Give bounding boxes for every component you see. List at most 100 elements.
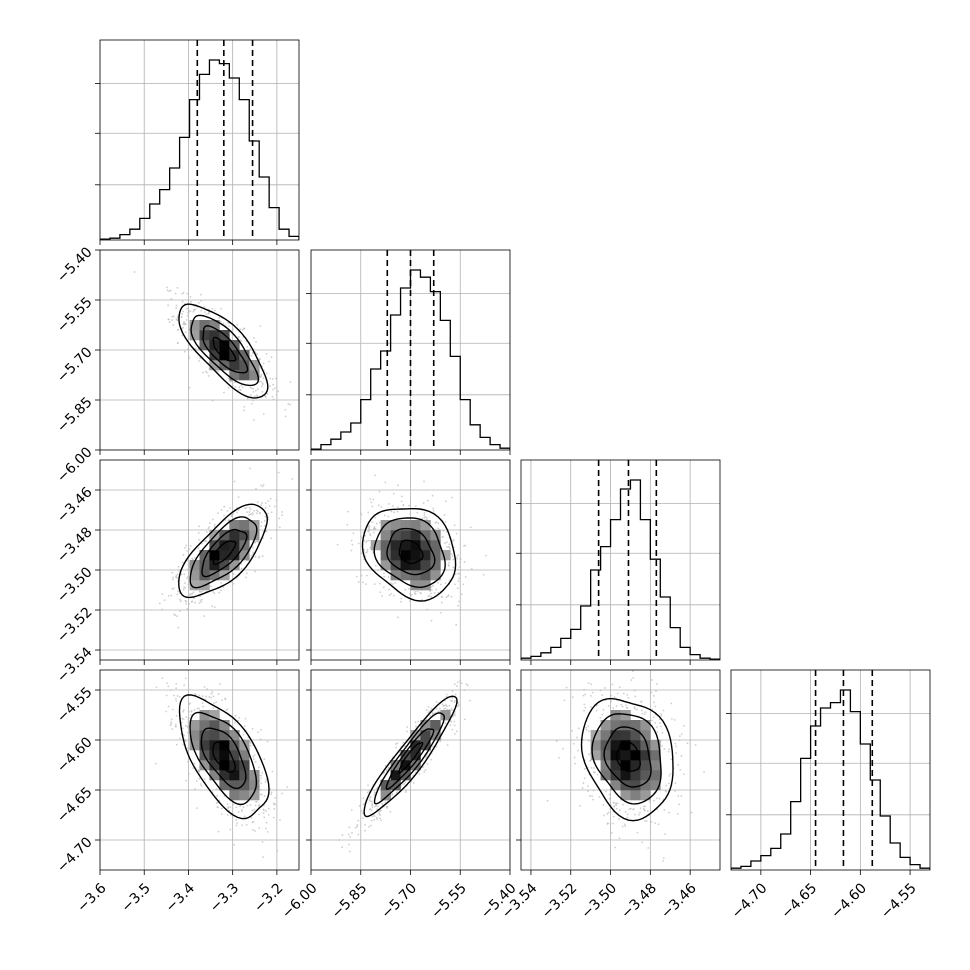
sample-point bbox=[181, 561, 184, 564]
sample-point bbox=[359, 536, 362, 539]
sample-point bbox=[369, 824, 372, 827]
sample-point bbox=[249, 744, 252, 747]
contour-line bbox=[591, 713, 662, 805]
sample-point bbox=[485, 554, 487, 557]
density-cell bbox=[380, 540, 391, 551]
panel-content bbox=[100, 460, 299, 660]
sample-point bbox=[439, 740, 442, 743]
panel-frame bbox=[520, 669, 721, 871]
sample-point bbox=[451, 709, 453, 712]
density-cell bbox=[630, 770, 641, 781]
sample-point bbox=[208, 522, 211, 525]
sample-point bbox=[409, 513, 411, 515]
sample-point bbox=[236, 511, 239, 514]
density-cell bbox=[640, 780, 651, 791]
sample-point bbox=[459, 557, 462, 560]
scatter-panel-2-1 bbox=[306, 459, 511, 665]
density-cell bbox=[209, 350, 220, 361]
sample-point bbox=[213, 592, 216, 595]
density-cell bbox=[189, 740, 200, 751]
sample-point bbox=[172, 315, 175, 318]
sample-point bbox=[418, 773, 421, 775]
sample-point bbox=[604, 790, 607, 793]
sample-point bbox=[183, 582, 186, 584]
x-tick-label: −3.3 bbox=[207, 880, 242, 915]
sample-point bbox=[207, 312, 210, 315]
sample-point bbox=[431, 712, 434, 715]
y-tick-label: −3.46 bbox=[54, 484, 96, 526]
sample-point bbox=[379, 814, 381, 817]
sample-point bbox=[641, 841, 644, 844]
sample-point bbox=[167, 685, 170, 688]
sample-point bbox=[414, 505, 417, 507]
density-cell bbox=[229, 530, 240, 541]
sample-point bbox=[228, 325, 230, 328]
density-cell bbox=[400, 530, 411, 541]
sample-point bbox=[263, 816, 266, 819]
sample-point bbox=[155, 686, 158, 689]
sample-point bbox=[172, 576, 175, 579]
sample-point bbox=[587, 682, 590, 684]
sample-point bbox=[243, 725, 246, 728]
sample-point bbox=[703, 771, 705, 773]
sample-point bbox=[458, 573, 460, 575]
sample-point bbox=[376, 808, 379, 811]
sample-point bbox=[371, 802, 374, 805]
density-cell bbox=[249, 530, 260, 541]
contour-line bbox=[189, 711, 258, 806]
sample-point bbox=[212, 518, 214, 521]
density-cell bbox=[199, 760, 210, 771]
sample-point bbox=[392, 583, 394, 585]
x-tick-label: −3.5 bbox=[118, 880, 153, 915]
sample-point bbox=[231, 385, 234, 387]
sample-point bbox=[187, 722, 190, 724]
sample-point bbox=[236, 323, 239, 326]
sample-point bbox=[582, 738, 585, 741]
sample-point bbox=[455, 730, 458, 733]
sample-point bbox=[618, 818, 620, 820]
sample-point bbox=[267, 813, 270, 816]
density-cell bbox=[239, 760, 250, 771]
sample-point bbox=[188, 357, 191, 360]
density-cell bbox=[390, 570, 401, 581]
sample-point bbox=[621, 825, 624, 828]
contour-line bbox=[201, 528, 248, 578]
sample-point bbox=[375, 816, 378, 819]
sample-point bbox=[176, 342, 179, 345]
density-cell bbox=[390, 780, 401, 791]
sample-point bbox=[694, 744, 697, 746]
sample-point bbox=[387, 576, 390, 578]
sample-point bbox=[431, 494, 434, 497]
sample-point bbox=[439, 707, 441, 710]
sample-point bbox=[188, 703, 191, 706]
sample-point bbox=[362, 803, 365, 806]
density-cell bbox=[229, 560, 240, 571]
sample-point bbox=[577, 749, 580, 752]
sample-point bbox=[202, 705, 205, 708]
sample-point bbox=[392, 492, 395, 495]
sample-point bbox=[255, 509, 258, 512]
density-cell bbox=[209, 760, 220, 771]
sample-point bbox=[213, 523, 216, 526]
sample-point bbox=[263, 525, 266, 527]
sample-point bbox=[232, 573, 235, 576]
sample-point bbox=[609, 822, 612, 825]
sample-point bbox=[186, 725, 189, 728]
density-cell bbox=[610, 740, 621, 751]
sample-point bbox=[181, 334, 184, 337]
sample-point bbox=[380, 819, 383, 822]
sample-point bbox=[187, 731, 190, 734]
sample-point bbox=[191, 593, 194, 595]
density-cell bbox=[640, 750, 651, 761]
sample-point bbox=[451, 496, 453, 499]
sample-point bbox=[613, 805, 615, 808]
sample-point bbox=[259, 376, 262, 378]
density-cell bbox=[640, 720, 651, 731]
sample-point bbox=[284, 408, 287, 411]
x-tick-label: −4.65 bbox=[779, 880, 821, 922]
sample-point bbox=[686, 742, 689, 745]
sample-point bbox=[637, 813, 640, 816]
density-cell bbox=[610, 730, 621, 741]
sample-point bbox=[252, 755, 255, 758]
sample-point bbox=[657, 823, 660, 826]
